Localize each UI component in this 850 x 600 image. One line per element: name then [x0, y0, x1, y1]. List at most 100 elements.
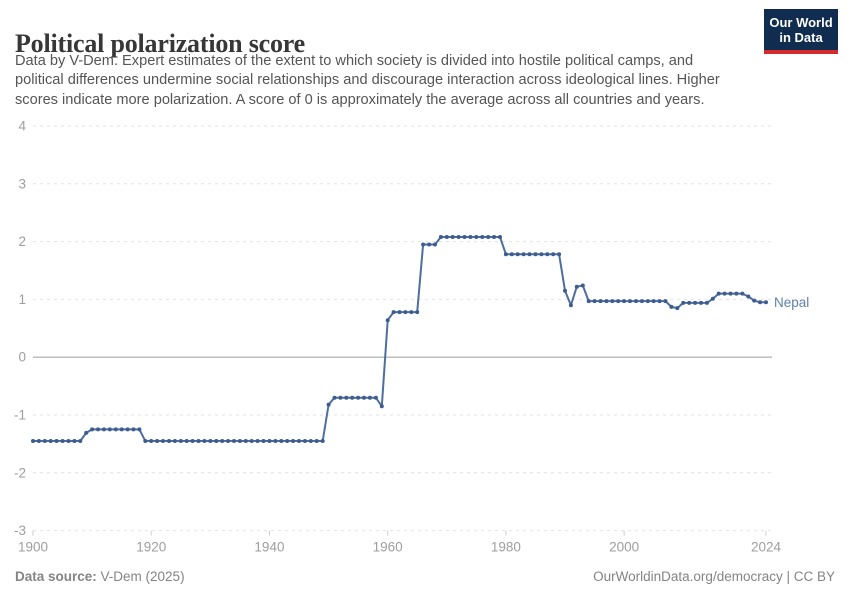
y-axis-tick-label: -2 [14, 465, 26, 480]
data-point-marker [320, 439, 325, 443]
y-axis-tick-label: 3 [18, 176, 26, 191]
chart-subtitle-line: scores indicate more polarization. A sco… [15, 91, 705, 108]
x-axis-tick-label: 2024 [751, 540, 782, 555]
owid-logo[interactable]: Our World in Data [764, 9, 838, 54]
data-point-marker [568, 303, 573, 308]
data-point-marker [433, 242, 437, 247]
data-point-marker [657, 299, 662, 304]
data-point-marker [297, 439, 301, 443]
x-axis-tick-label: 1920 [136, 540, 166, 555]
data-point-marker [90, 427, 95, 432]
data-point-marker [746, 294, 751, 299]
data-point-marker [379, 404, 384, 409]
data-point-marker [515, 252, 520, 257]
data-point-marker [734, 291, 739, 296]
data-point-marker [350, 395, 355, 400]
y-axis-tick-label: -3 [14, 523, 26, 538]
data-point-marker [143, 439, 148, 443]
chart-subtitle-line: Data by V-Dem. Expert estimates of the e… [15, 53, 694, 69]
data-point-marker [421, 242, 426, 247]
data-point-marker [450, 235, 455, 239]
data-point-marker [651, 299, 656, 304]
data-point-marker [84, 430, 89, 435]
owid-logo-line1: Our World [769, 15, 833, 30]
data-point-marker [539, 252, 544, 257]
data-point-marker [107, 427, 112, 432]
data-point-marker [574, 284, 579, 289]
data-point-marker [669, 304, 674, 309]
data-point-marker [716, 291, 721, 296]
data-point-marker [592, 299, 597, 304]
cc-by-link[interactable]: CC BY [793, 569, 835, 584]
data-point-marker [533, 252, 538, 257]
data-point-marker [367, 395, 372, 400]
data-point-marker [663, 299, 668, 304]
data-point-marker [220, 439, 225, 443]
data-point-marker [699, 300, 703, 305]
data-point-marker [78, 439, 83, 443]
data-point-marker [196, 439, 201, 443]
data-point-marker [385, 318, 390, 323]
data-point-marker [54, 439, 59, 443]
data-point-marker [161, 439, 165, 443]
data-point-marker [503, 252, 508, 257]
data-point-marker [119, 427, 124, 432]
data-point-marker [96, 427, 100, 432]
data-point-marker [764, 300, 768, 305]
data-point-marker [155, 439, 160, 443]
data-point-marker [740, 291, 745, 296]
data-series-line [32, 236, 767, 442]
data-point-marker [36, 439, 41, 443]
data-point-marker [332, 395, 337, 400]
data-point-marker [604, 299, 609, 304]
data-point-marker [232, 439, 236, 443]
data-point-marker [113, 427, 118, 432]
data-point-marker [616, 299, 621, 304]
data-point-marker [681, 300, 686, 305]
data-source-value: V-Dem (2025) [96, 569, 185, 584]
data-point-marker [202, 439, 207, 443]
data-point-marker [184, 439, 189, 443]
data-point-marker [639, 299, 644, 304]
data-point-marker [693, 300, 698, 305]
data-point-marker [302, 439, 307, 443]
data-point-marker [403, 310, 408, 315]
data-point-marker [255, 439, 260, 443]
data-point-marker [545, 252, 550, 257]
data-point-marker [468, 235, 473, 239]
x-axis-tick-label: 1900 [18, 540, 48, 555]
data-point-marker [356, 395, 361, 400]
data-point-marker [462, 235, 467, 239]
data-point-marker [72, 439, 77, 443]
data-point-marker [586, 299, 591, 304]
data-point-marker [456, 235, 461, 239]
data-point-marker [273, 439, 278, 443]
y-axis-tick-label: 0 [18, 350, 26, 365]
data-point-marker [645, 299, 650, 304]
x-axis-tick-label: 1940 [254, 540, 284, 555]
data-source-text: Data source: V-Dem (2025) [15, 569, 185, 584]
data-point-marker [249, 439, 254, 443]
data-point-marker [66, 439, 71, 443]
data-point-marker [167, 439, 171, 443]
owid-democracy-link[interactable]: OurWorldinData.org/democracy [593, 569, 783, 584]
data-source-label: Data source: [15, 569, 97, 584]
data-point-marker [190, 439, 195, 443]
data-point-marker [344, 395, 349, 400]
data-point-marker [267, 439, 272, 443]
data-point-marker [314, 439, 319, 443]
data-point-marker [557, 252, 562, 257]
data-point-marker [373, 395, 378, 400]
data-point-marker [391, 310, 396, 315]
data-point-marker [308, 439, 313, 443]
y-axis-tick-label: 4 [18, 119, 26, 134]
data-point-marker [675, 306, 680, 311]
data-point-marker [42, 439, 47, 443]
y-axis-tick-label: -1 [14, 408, 26, 423]
data-point-marker [527, 252, 532, 257]
data-point-marker [687, 300, 692, 305]
data-point-marker [243, 439, 248, 443]
chart-subtitle: Data by V-Dem. Expert estimates of the e… [15, 52, 755, 110]
data-point-marker [480, 235, 485, 239]
page-title: Political polarization score [15, 29, 305, 59]
